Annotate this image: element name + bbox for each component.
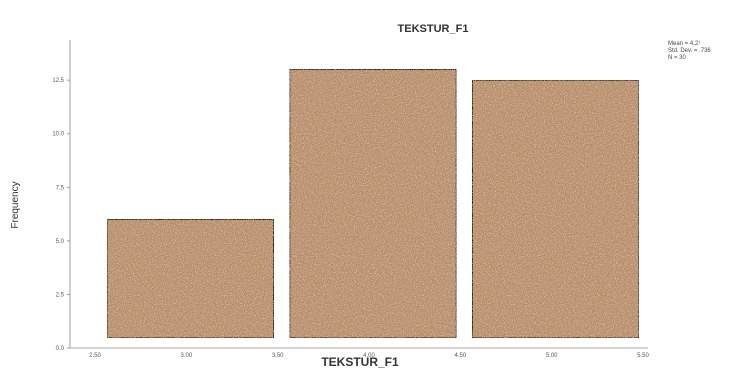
x-tick-label: 3.00: [180, 353, 192, 359]
stats-box: Mean = 4.2¹ Std. Dev. = .736 N = 30: [668, 41, 711, 61]
y-tick-label: 10.0: [52, 132, 64, 138]
stat-n: N = 30: [668, 55, 687, 61]
x-tick-label: 5.00: [546, 353, 558, 359]
x-axis: 2.50 3.00 3.50 4.00 4.50 5.00 5.50: [70, 347, 649, 359]
histogram-bar-1: [106, 218, 275, 339]
histogram-bar-3: [471, 79, 640, 339]
x-tick-label: 2.50: [89, 353, 101, 359]
x-tick-label: 4.00: [363, 353, 375, 359]
stat-mean: Mean = 4.2¹: [668, 41, 700, 47]
y-tick-label: 2.5: [56, 292, 65, 298]
histogram-bar-2: [289, 68, 457, 339]
stat-std-dev: Std. Dev. = .736: [668, 48, 711, 54]
chart-title: TEKSTUR_F1: [398, 23, 469, 35]
y-tick-label: 0.0: [56, 346, 65, 352]
x-tick-label: 5.50: [637, 353, 649, 359]
y-tick-label: 12.5: [52, 78, 64, 84]
x-tick-label: 4.50: [454, 353, 466, 359]
bars: [106, 68, 640, 339]
y-tick-label: 7.5: [56, 185, 65, 191]
x-tick-label: 3.50: [272, 353, 284, 359]
y-tick-label: 5.0: [56, 239, 65, 245]
x-axis-label: TEKSTUR_F1: [321, 355, 399, 368]
y-axis: 0.0 2.5 5.0 7.5 10.0 12.5: [52, 40, 71, 352]
y-axis-label: Frequency: [10, 181, 21, 228]
